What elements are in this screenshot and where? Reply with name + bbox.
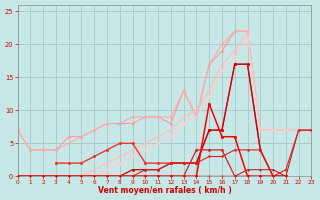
X-axis label: Vent moyen/en rafales ( km/h ): Vent moyen/en rafales ( km/h ) (98, 186, 231, 195)
